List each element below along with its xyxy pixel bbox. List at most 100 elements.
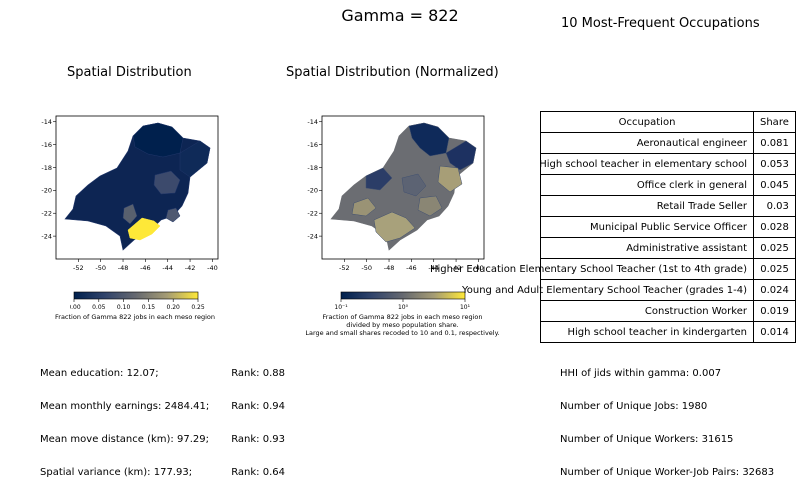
stat-variance-rank: Rank: 0.64 [231, 467, 285, 478]
left-stats-labels: Mean education: 12.07; Mean monthly earn… [40, 346, 220, 489]
occupations-table-body: Aeronautical engineer 0.081 High school te… [430, 132, 796, 343]
left-map-yticks: -14 -16 -18 -20 -22 -24 [41, 118, 56, 240]
colorbar-tick-label: 0.20 [167, 304, 181, 311]
summary-hhi: HHI of jids within gamma: 0.007 [560, 368, 722, 379]
colorbar-tick-label: 0.10 [117, 304, 131, 311]
table-header-occupation: Occupation [540, 111, 754, 133]
y-tick-label: -14 [41, 118, 52, 126]
colorbar-tick-label: 10⁰ [398, 304, 409, 311]
colorbar-tick-label: 10¹ [460, 304, 471, 311]
middle-map-region-southwest-light [351, 197, 377, 217]
middle-map: -52 -50 -48 -46 -44 -42 -40 -14 -16 -18 -20 -22 -24 [307, 115, 485, 272]
middle-map-region-center [401, 173, 427, 197]
y-tick-label: -16 [41, 141, 52, 149]
table-row: Administrative assistant 0.025 [540, 237, 796, 259]
stat-education-rank: Rank: 0.88 [231, 368, 285, 379]
stat-earnings-rank: Rank: 0.94 [231, 401, 285, 412]
share-cell: 0.081 [753, 132, 796, 154]
stat-education: Mean education: 12.07; [40, 368, 159, 379]
middle-colorbar-label: Fraction of Gamma 822 jobs in each meso … [290, 313, 515, 337]
share-cell: 0.019 [753, 300, 796, 322]
occupation-cell: Young and Adult Elementary School Teache… [462, 279, 754, 301]
middle-map-region-south-light [373, 211, 416, 243]
middle-colorbar-label-line-1: Fraction of Gamma 822 jobs in each meso … [322, 313, 483, 321]
x-tick-label: -50 [95, 264, 106, 272]
y-tick-label: -24 [41, 232, 52, 240]
colorbar-tick-label: 10⁻¹ [335, 304, 348, 311]
middle-map-yticks: -14 -16 -18 -20 -22 -24 [307, 118, 322, 240]
left-colorbar-ticks: 0.00 0.05 0.10 0.15 0.20 0.25 [70, 299, 205, 311]
table-header-row: Occupation Share [540, 111, 796, 133]
occupation-cell: Office clerk in general [540, 174, 754, 196]
middle-map-region-west [365, 167, 393, 191]
left-map-regions [64, 122, 211, 251]
y-tick-label: -18 [41, 164, 52, 172]
x-tick-label: -42 [185, 264, 196, 272]
table-row: Office clerk in general 0.045 [540, 174, 796, 196]
occupation-cell: Administrative assistant [540, 237, 754, 259]
table-row: Higher Education Elementary School Teach… [430, 258, 796, 280]
occupations-title: 10 Most-Frequent Occupations [561, 16, 760, 31]
y-tick-label: -18 [307, 164, 318, 172]
summary-unique-workers: Number of Unique Workers: 31615 [560, 434, 734, 445]
left-map-region-gray-a [122, 203, 138, 225]
share-cell: 0.028 [753, 216, 796, 238]
x-tick-label: -44 [428, 264, 439, 272]
x-tick-label: -42 [451, 264, 462, 272]
middle-map-region-east-light [437, 165, 463, 193]
middle-map-xticks: -52 -50 -48 -46 -44 -42 -40 [339, 259, 484, 272]
summary-unique-pairs: Number of Unique Worker-Job Pairs: 32683 [560, 467, 775, 478]
left-map-region-east [153, 170, 181, 195]
occupations-table: Occupation Share Aeronautical engineer 0.… [430, 111, 796, 343]
left-map-xticks: -52 -50 -48 -46 -44 -42 -40 [73, 259, 218, 272]
middle-map-title: Spatial Distribution (Normalized) [286, 65, 499, 80]
table-row: Construction Worker 0.019 [540, 300, 796, 322]
middle-colorbar-label-line-3: Large and small shares recoded to 10 and… [305, 329, 500, 337]
x-tick-label: -46 [406, 264, 417, 272]
summary-unique-jobs: Number of Unique Jobs: 1980 [560, 401, 708, 412]
left-map-region-peak [127, 217, 161, 241]
summary-stats: HHI of jids within gamma: 0.007 Number o… [560, 346, 774, 489]
table-row: Aeronautical engineer 0.081 [540, 132, 796, 154]
colorbar-tick-label: 0.05 [92, 304, 106, 311]
y-tick-label: -22 [307, 210, 318, 218]
middle-map-region-southeast [417, 195, 443, 217]
share-cell: 0.045 [753, 174, 796, 196]
share-cell: 0.03 [753, 195, 796, 217]
x-tick-label: -40 [473, 264, 484, 272]
y-tick-label: -20 [41, 187, 52, 195]
table-row: Retail Trade Seller 0.03 [540, 195, 796, 217]
left-map-region-gray-b [165, 207, 181, 223]
stat-move-rank: Rank: 0.93 [231, 434, 285, 445]
middle-colorbar-ticks: 10⁻¹ 10⁰ 10¹ [335, 299, 471, 311]
occupation-cell: High school teacher in kindergarten [540, 321, 754, 343]
y-tick-label: -24 [307, 232, 318, 240]
colorbar-tick-label: 0.25 [191, 304, 205, 311]
table-row: Municipal Public Service Officer 0.028 [540, 216, 796, 238]
table-row: High school teacher in kindergarten 0.014 [540, 321, 796, 343]
colorbar-tick-label: 0.15 [142, 304, 156, 311]
x-tick-label: -46 [140, 264, 151, 272]
y-tick-label: -22 [41, 210, 52, 218]
occupation-cell: Retail Trade Seller [540, 195, 754, 217]
colorbar-tick-label: 0.00 [70, 304, 81, 311]
x-tick-label: -40 [207, 264, 218, 272]
occupation-cell: High school teacher in elementary school [539, 153, 754, 175]
table-header-share: Share [753, 111, 796, 133]
figure-title: Gamma = 822 [341, 6, 459, 25]
share-cell: 0.024 [753, 279, 796, 301]
occupation-cell: Aeronautical engineer [540, 132, 754, 154]
y-tick-label: -14 [307, 118, 318, 126]
x-tick-label: -52 [339, 264, 350, 272]
left-colorbar-label: Fraction of Gamma 822 jobs in each meso … [55, 313, 215, 321]
left-stats-ranks: Rank: 0.88 Rank: 0.94 Rank: 0.93 Rank: 0… [215, 346, 285, 489]
table-row: Young and Adult Elementary School Teache… [462, 279, 796, 301]
middle-map-regions [330, 122, 477, 251]
stat-earnings: Mean monthly earnings: 2484.41; [40, 401, 210, 412]
left-map-region-north [132, 122, 184, 158]
occupation-cell: Higher Education Elementary School Teach… [430, 258, 754, 280]
x-tick-label: -50 [361, 264, 372, 272]
share-cell: 0.025 [753, 237, 796, 259]
left-map-title: Spatial Distribution [67, 65, 192, 80]
middle-map-region-northeast [445, 140, 477, 171]
